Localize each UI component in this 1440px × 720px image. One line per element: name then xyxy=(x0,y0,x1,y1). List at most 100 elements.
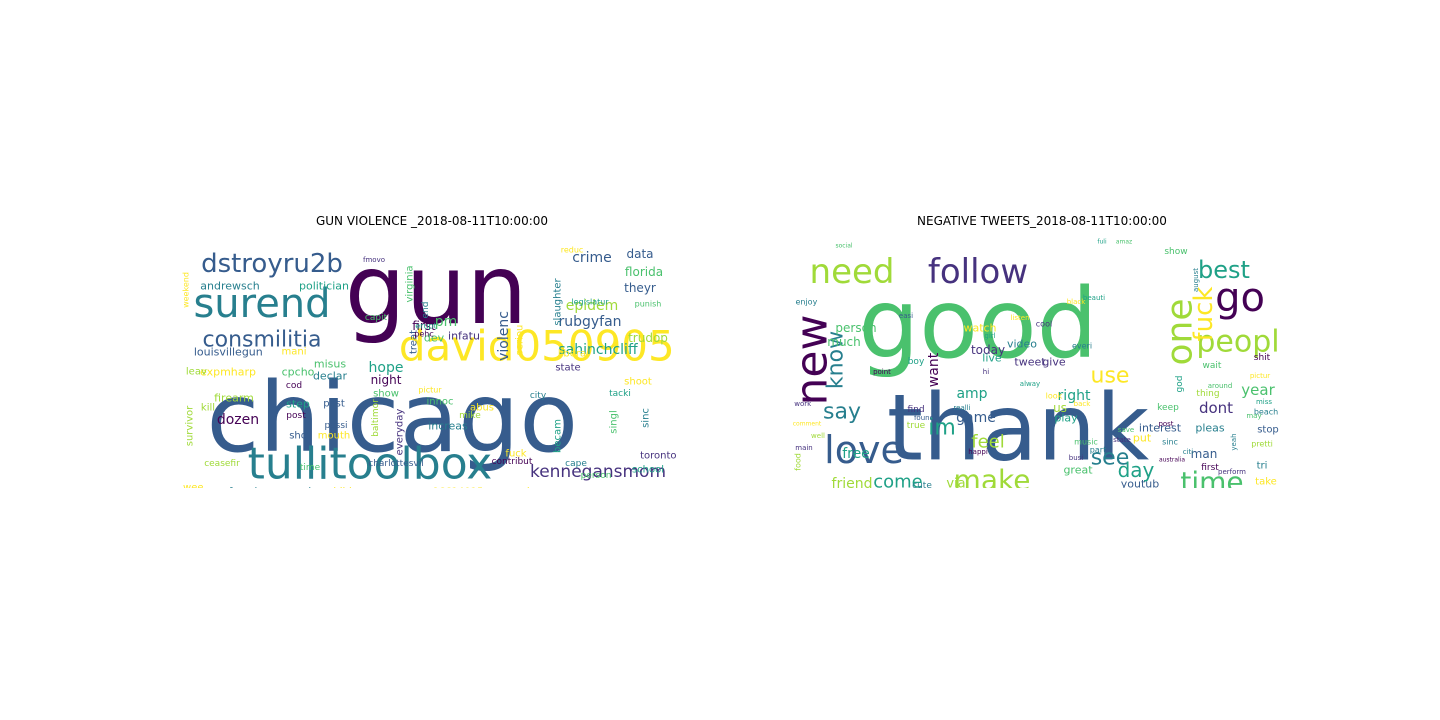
word-amaz: amaz xyxy=(1116,239,1132,246)
word-person: person xyxy=(835,321,876,335)
word-state: state xyxy=(1113,436,1131,444)
word-show: show xyxy=(373,389,399,400)
word-pehc: pehc xyxy=(414,330,433,339)
word-hi: hi xyxy=(983,368,989,376)
chart-title: GUN VIOLENCE _2018-08-11T10:00:00 xyxy=(315,214,549,228)
word-usernam96614015: usernam96614015 xyxy=(389,487,484,489)
word-children: children xyxy=(328,487,368,489)
word-mike: mike xyxy=(459,411,481,421)
word-becam: becam xyxy=(553,419,564,453)
word-love: love xyxy=(824,428,904,472)
word-fuck: fuck xyxy=(1189,287,1219,342)
word-beach: beach xyxy=(1254,408,1278,417)
word-declar: declar xyxy=(313,370,348,383)
word-shit: shit xyxy=(1254,353,1271,363)
word-cool: cool xyxy=(1036,320,1052,329)
word-girl: girl xyxy=(984,332,995,340)
word-free: free xyxy=(842,446,870,462)
word-happi: happi xyxy=(968,448,988,456)
word-live: live xyxy=(982,352,1002,365)
word-fmovo: fmovo xyxy=(363,256,385,264)
word-dozen: dozen xyxy=(217,412,259,428)
word-around: around xyxy=(1208,382,1233,390)
word-august: august xyxy=(1192,268,1200,292)
word-work: work xyxy=(794,400,812,408)
word-well: well xyxy=(811,432,825,440)
word-follow: follow xyxy=(928,252,1028,292)
word-citi: citi xyxy=(1183,448,1194,456)
word-cute: cute xyxy=(912,481,932,488)
chart-title: NEGATIVE TWEETS_2018-08-11T10:00:00 xyxy=(917,214,1167,228)
word-food: food xyxy=(794,453,803,471)
word-wait: wait xyxy=(1203,361,1222,371)
word-innoc: innoc xyxy=(426,397,453,408)
word-surend: surend xyxy=(193,281,330,327)
word-mani: mani xyxy=(282,347,307,358)
word-reduc: reduc xyxy=(561,246,584,255)
word-trudop: trudop xyxy=(628,331,668,345)
word-dev: dev xyxy=(424,332,445,345)
word-leav: leav xyxy=(186,367,207,378)
word-possi: possi xyxy=(324,421,347,431)
word-punish: punish xyxy=(635,300,662,309)
word-crime: crime xyxy=(572,250,612,266)
word-pm: pm xyxy=(435,314,458,330)
word-past: past xyxy=(323,399,345,410)
word-realli: realli xyxy=(953,404,970,412)
word-misus: misus xyxy=(314,358,346,371)
word-contribut: contribut xyxy=(492,457,533,467)
word-us: us xyxy=(1053,401,1067,415)
word-kill: kill xyxy=(201,403,215,414)
word-peopl: peopl xyxy=(1196,325,1279,360)
word-post: post xyxy=(1158,420,1173,428)
word-senseless: senseless xyxy=(498,487,546,489)
word-post: post xyxy=(286,411,306,421)
word-yeah: yeah xyxy=(1230,433,1238,450)
word-make: make xyxy=(954,464,1031,489)
word-beauti: beauti xyxy=(1083,294,1105,302)
word-consmilitia: consmilitia xyxy=(203,328,322,353)
word-friend: friend xyxy=(832,476,873,488)
word-look: look xyxy=(1046,392,1063,401)
word-find: find xyxy=(907,405,924,415)
word-cpcho: cpcho xyxy=(282,366,315,379)
word-right: right xyxy=(1058,388,1091,404)
word-god: god xyxy=(1175,376,1185,393)
word-great: great xyxy=(1063,464,1093,477)
word-show: show xyxy=(1164,247,1187,257)
word-want: want xyxy=(926,352,942,387)
word-new: new xyxy=(792,315,838,406)
word-legislatur: legislatur xyxy=(571,298,609,307)
word-one: one xyxy=(1160,299,1201,366)
word-pictur: pictur xyxy=(418,386,442,395)
word-play: play xyxy=(1054,412,1078,425)
word-seriou: seriou xyxy=(515,325,526,356)
word-politician: politician xyxy=(299,280,349,293)
word-day: day xyxy=(1118,458,1155,482)
word-true: true xyxy=(907,421,926,431)
word-chicago: chicago xyxy=(207,362,579,474)
word-slaughter: slaughter xyxy=(553,277,564,325)
word-sahinchcliff: sahinchcliff xyxy=(558,342,638,358)
word-know: know xyxy=(824,331,849,389)
word-interest: interest xyxy=(1139,422,1182,435)
word-give: give xyxy=(1042,356,1066,369)
word-found: found xyxy=(914,414,934,422)
word-survivor: survivor xyxy=(185,405,196,446)
word-data: data xyxy=(626,247,653,261)
word-step: step xyxy=(286,398,310,411)
word-kennegansmom: kennegansmom xyxy=(530,462,666,482)
word-charlottesvil: charlottesvil xyxy=(368,459,424,469)
word-wee: wee xyxy=(183,483,203,489)
word-erupt: erupt xyxy=(415,322,437,331)
word-music: music xyxy=(1074,438,1098,447)
word-save: save xyxy=(1118,426,1134,434)
word-stop: stop xyxy=(1257,425,1279,436)
word-shoot: shoot xyxy=(624,377,652,388)
word-go: go xyxy=(1215,275,1265,321)
word-infatu: infatu xyxy=(448,330,480,343)
word-back: back xyxy=(1074,400,1092,408)
word-francismmaxwel: francismmaxwel xyxy=(229,487,311,489)
word-end: end xyxy=(421,302,431,319)
